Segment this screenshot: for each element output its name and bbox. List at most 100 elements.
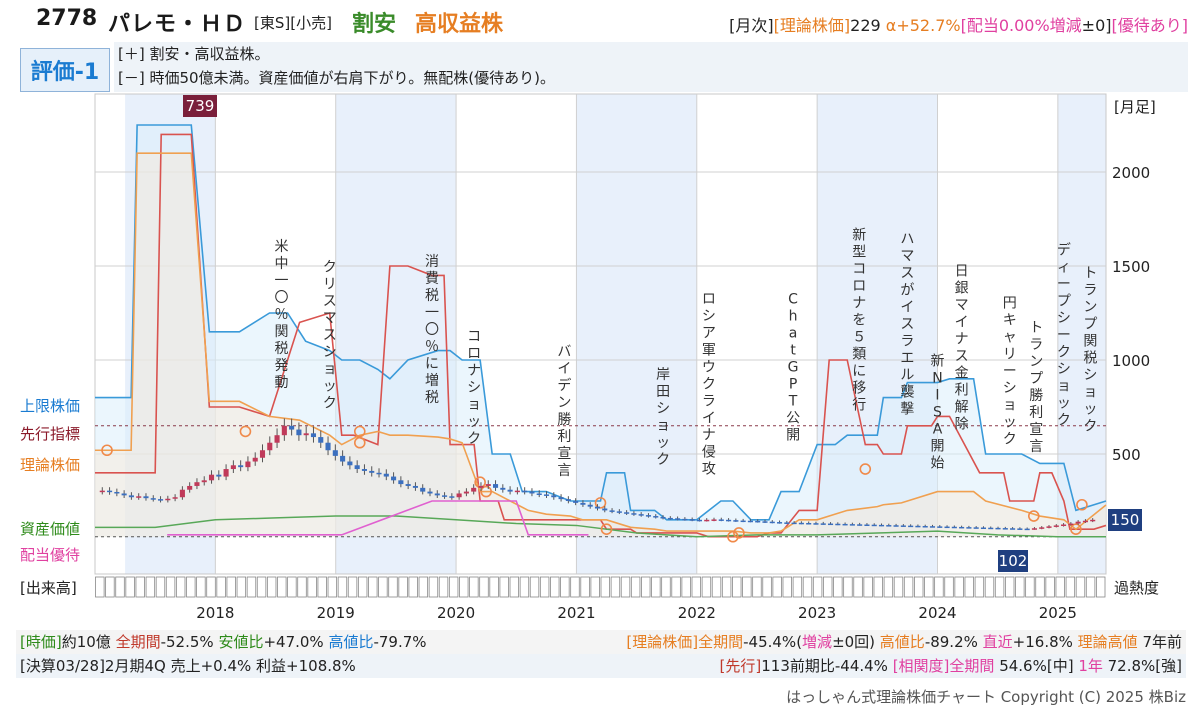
event-char: 解 [955, 399, 969, 415]
event-char: 銀 [955, 280, 969, 296]
candle [966, 527, 972, 529]
high-ratio-value: -79.7% [373, 633, 427, 651]
event-char: 移 [852, 381, 866, 397]
event-char: ス [955, 348, 969, 364]
event-char: 円 [1003, 295, 1017, 311]
candle [609, 510, 615, 512]
event-char: 関 [1083, 333, 1097, 349]
candle [529, 491, 535, 494]
volume-cell [590, 576, 600, 598]
candle [1046, 526, 1052, 528]
candle [376, 472, 382, 475]
volume-cell [560, 576, 570, 598]
volume-cell [994, 576, 1005, 598]
event-char: プ [1083, 316, 1097, 332]
evaluation-notes: [＋] 割安・高収益株。 [－] 時価50億未満。資産価値が右肩下がり。無配株(… [114, 42, 1188, 92]
candle [405, 484, 411, 486]
candle [369, 470, 375, 473]
event-char: 勝 [557, 412, 571, 428]
event-char: ク [702, 377, 716, 393]
volume-cell [388, 576, 398, 598]
event-char: リ [323, 277, 337, 293]
event-char: C [788, 292, 798, 308]
event-char: ン [1029, 354, 1043, 370]
tag-undervalued: 割安 [352, 12, 397, 37]
chart-series [95, 124, 1107, 543]
event-char: デ [557, 377, 571, 394]
y-tick-label: 2000 [1112, 164, 1150, 182]
event-char: ラ [702, 394, 716, 410]
candle [1010, 528, 1016, 530]
candle [172, 497, 178, 499]
dividend-line [167, 500, 589, 536]
volume-cell [1085, 576, 1096, 598]
event-char: ラ [1083, 282, 1097, 298]
event-char: エ [900, 350, 914, 366]
volume-cell [671, 576, 681, 598]
volume-cell [135, 576, 145, 598]
candle [645, 515, 652, 517]
candle [354, 465, 360, 470]
volume-cell [964, 576, 974, 598]
event-char: ィ [1057, 260, 1071, 276]
event-char: ウ [702, 360, 716, 376]
market-badge: [東S][小売] [254, 14, 332, 32]
candle [1002, 528, 1008, 530]
correlation-1y-value: 72.8%[強] [1102, 657, 1182, 675]
candle [951, 526, 957, 529]
theory-all-label: [理論株価]全期間 [626, 633, 744, 651]
event-char: コ [852, 262, 866, 278]
volume-cell [570, 576, 580, 598]
event-char: イ [900, 299, 914, 315]
event-char: ス [323, 294, 337, 310]
candle [179, 489, 185, 498]
theory-recent-label: 直近 [982, 633, 1013, 651]
stock-name: パレモ・ＨＤ [108, 12, 247, 37]
volume-cell [873, 576, 883, 598]
candle [143, 496, 149, 499]
event-char: 型 [852, 245, 866, 261]
event-char: ス [900, 316, 914, 332]
event-char: 公 [786, 411, 800, 427]
leading-label: 先行指標 [20, 425, 80, 443]
candle [303, 433, 309, 436]
event-char: 発 [275, 358, 289, 374]
event-char: 一 [425, 305, 439, 321]
candle [543, 494, 550, 496]
candle [128, 495, 134, 498]
tag-high-profit: 高収益株 [415, 12, 504, 37]
event-char: ー [1057, 277, 1071, 293]
evaluation-minus: [－] 時価50億未満。資産価値が右肩下がり。無配株(優待あり)。 [118, 69, 555, 87]
volume-cell [651, 576, 661, 598]
candle [1031, 528, 1037, 530]
volume-cell [610, 576, 621, 598]
footer-row-2: [決算03/28]2月期4Q 売上+0.4% 利益+108.8% [先行]113… [16, 654, 1186, 678]
marker [1076, 498, 1088, 511]
candle [347, 461, 353, 466]
volume-cell [782, 576, 792, 598]
candle [995, 527, 1001, 530]
event-char: 宣 [1029, 422, 1043, 438]
theory-recent-value: +16.8% [1012, 633, 1078, 651]
volume-cell [954, 576, 964, 598]
candle [150, 498, 156, 500]
leading-label: [先行] [719, 657, 762, 675]
candle [602, 508, 608, 511]
event-char: 田 [656, 384, 670, 400]
volume-cell [580, 576, 590, 598]
event-char: シ [1083, 367, 1097, 383]
event-char: に [425, 356, 439, 372]
event-char: 利 [955, 382, 969, 398]
event-char: ョ [656, 418, 670, 434]
event-char: プ [1057, 294, 1071, 310]
last-price-tag-bg [1108, 509, 1142, 531]
candle [798, 522, 804, 525]
last-price-tag: 150 [1111, 511, 1140, 529]
event-char: 襲 [900, 383, 914, 400]
volume-cell [337, 576, 348, 598]
candle [740, 520, 746, 523]
candle [980, 527, 987, 530]
